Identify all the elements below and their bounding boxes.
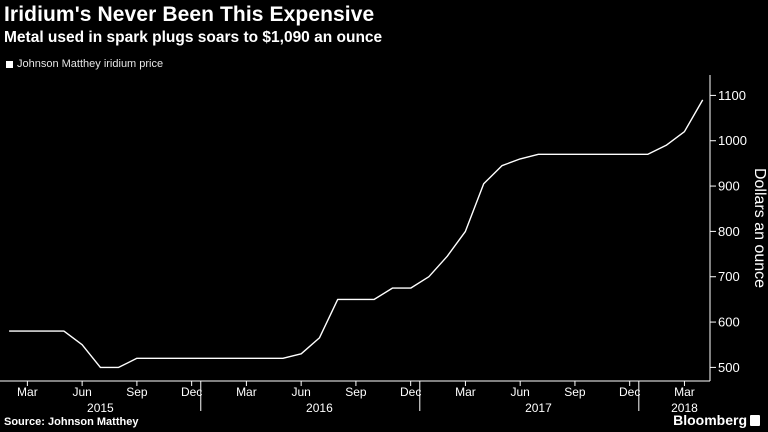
y-tick-label: 1000 <box>718 133 747 148</box>
source-note: Source: Johnson Matthey <box>4 416 139 428</box>
x-tick-label: Jun <box>511 385 530 399</box>
legend: Johnson Matthey iridium price <box>6 58 163 70</box>
x-tick-label: Mar <box>455 385 476 399</box>
x-tick-label: Sep <box>345 385 367 399</box>
y-axis-label: Dollars an ounce <box>751 168 768 288</box>
chart-subtitle: Metal used in spark plugs soars to $1,09… <box>4 29 383 46</box>
x-year-label: 2018 <box>671 401 698 415</box>
x-tick-label: Jun <box>72 385 91 399</box>
series-line <box>9 99 704 369</box>
x-year-label: 2016 <box>306 401 333 415</box>
chart-title: Iridium's Never Been This Expensive <box>4 3 375 26</box>
bloomberg-mark-icon <box>750 414 760 426</box>
brand-label: Bloomberg <box>673 412 747 428</box>
legend-label: Johnson Matthey iridium price <box>17 58 164 70</box>
x-tick-label: Mar <box>17 385 38 399</box>
x-year-label: 2017 <box>525 401 552 415</box>
x-tick-label: Jun <box>291 385 310 399</box>
x-tick-label: Dec <box>400 385 421 399</box>
legend-swatch <box>6 60 13 68</box>
x-year-label: 2015 <box>87 401 114 415</box>
x-tick-label: Mar <box>674 385 695 399</box>
y-tick-label: 700 <box>718 269 740 284</box>
x-tick-label: Dec <box>181 385 202 399</box>
y-tick-label: 600 <box>718 315 740 330</box>
y-tick-label: 800 <box>718 224 740 239</box>
bloomberg-logo: Bloomberg <box>673 412 760 428</box>
y-tick-label: 900 <box>718 179 740 194</box>
x-tick-label: Mar <box>236 385 257 399</box>
y-tick-label: 1100 <box>718 88 746 103</box>
y-tick-label: 500 <box>718 360 740 375</box>
x-tick-label: Sep <box>564 385 586 399</box>
x-tick-label: Dec <box>619 385 640 399</box>
x-tick-label: Sep <box>126 385 148 399</box>
